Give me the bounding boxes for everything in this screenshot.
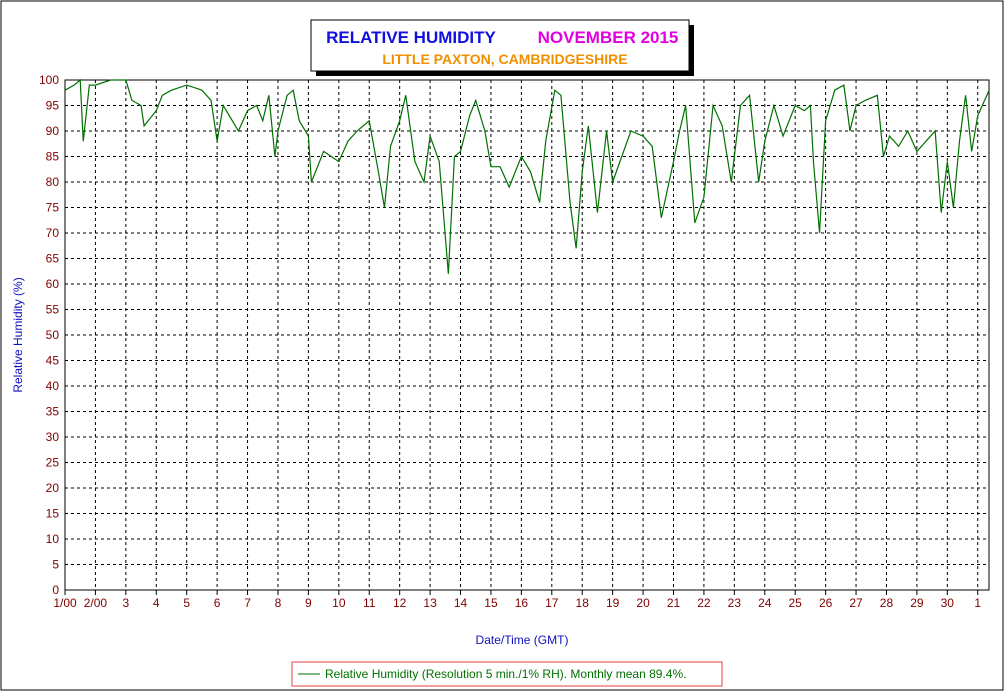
y-tick-label: 25: [46, 456, 60, 470]
x-tick-label: 26: [819, 596, 833, 610]
y-tick-label: 65: [46, 252, 60, 266]
y-tick-label: 5: [52, 558, 59, 572]
x-tick-label: 12: [393, 596, 407, 610]
x-tick-label: 23: [728, 596, 742, 610]
y-tick-label: 35: [46, 405, 60, 419]
x-tick-label: 24: [758, 596, 772, 610]
x-tick-label: 29: [910, 596, 924, 610]
chart-subtitle: LITTLE PAXTON, CAMBRIDGESHIRE: [382, 51, 627, 67]
x-tick-label: 20: [636, 596, 650, 610]
y-tick-label: 0: [52, 583, 59, 597]
y-tick-label: 50: [46, 328, 60, 342]
x-axis-label: Date/Time (GMT): [476, 633, 569, 647]
y-tick-label: 95: [46, 99, 60, 113]
y-tick-label: 40: [46, 379, 60, 393]
y-axis-label: Relative Humidity (%): [11, 277, 25, 392]
x-tick-label: 28: [880, 596, 894, 610]
y-tick-label: 100: [39, 73, 59, 87]
title-box: [310, 19, 690, 72]
x-tick-label: 1/00: [53, 596, 77, 610]
x-tick-label: 16: [515, 596, 529, 610]
y-tick-label: 90: [46, 124, 60, 138]
x-tick-label: 10: [332, 596, 346, 610]
x-tick-label: 9: [305, 596, 312, 610]
x-tick-label: 7: [244, 596, 251, 610]
chart-period: NOVEMBER 2015: [538, 28, 679, 47]
y-tick-label: 80: [46, 175, 60, 189]
y-tick-label: 30: [46, 430, 60, 444]
x-tick-label: 5: [183, 596, 190, 610]
data-line: [64, 78, 990, 274]
x-tick-label: 1: [974, 596, 981, 610]
x-tick-label: 8: [275, 596, 282, 610]
x-tick-label: 22: [697, 596, 711, 610]
y-tick-label: 20: [46, 481, 60, 495]
x-tick-label: 3: [123, 596, 130, 610]
y-tick-label: 70: [46, 226, 60, 240]
legend-box: [291, 661, 723, 687]
x-tick-label: 2/00: [84, 596, 108, 610]
x-tick-label: 27: [849, 596, 863, 610]
y-tick-label: 85: [46, 150, 60, 164]
x-tick-label: 19: [606, 596, 620, 610]
x-tick-label: 30: [941, 596, 955, 610]
x-tick-label: 6: [214, 596, 221, 610]
y-tick-label: 45: [46, 354, 60, 368]
x-tick-label: 17: [545, 596, 559, 610]
x-tick-label: 13: [423, 596, 437, 610]
x-tick-label: 21: [667, 596, 681, 610]
y-tick-label: 55: [46, 303, 60, 317]
legend-label: Relative Humidity (Resolution 5 min./1% …: [325, 667, 686, 681]
x-tick-label: 14: [454, 596, 468, 610]
y-tick-label: 15: [46, 507, 60, 521]
x-tick-label: 11: [363, 596, 376, 610]
x-tick-label: 15: [484, 596, 498, 610]
y-tick-label: 60: [46, 277, 60, 291]
x-tick-label: 25: [789, 596, 803, 610]
y-tick-label: 10: [46, 532, 60, 546]
x-tick-label: 4: [153, 596, 160, 610]
y-tick-label: 75: [46, 201, 60, 215]
chart-title: RELATIVE HUMIDITY: [326, 28, 496, 47]
x-tick-label: 18: [576, 596, 590, 610]
